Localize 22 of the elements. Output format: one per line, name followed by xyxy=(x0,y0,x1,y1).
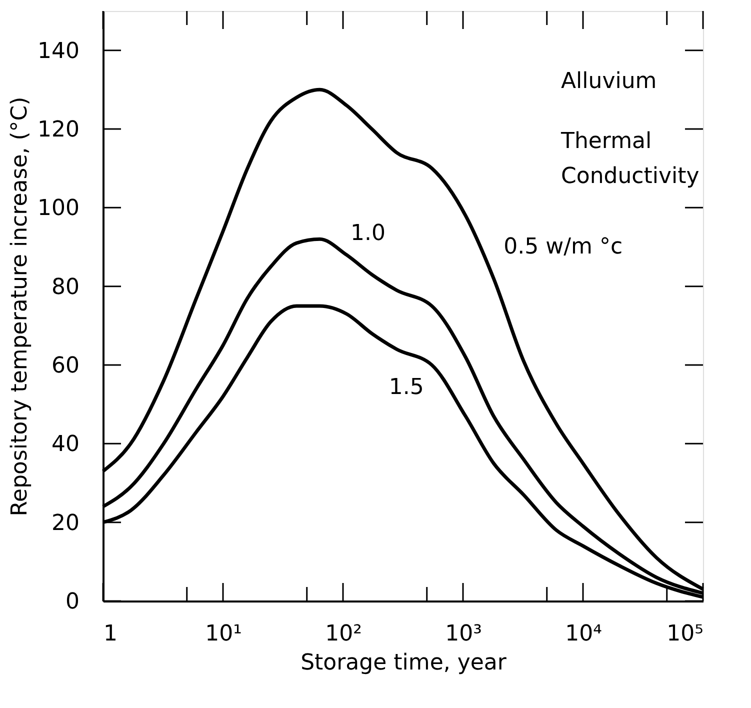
x-axis-title: Storage time, year xyxy=(300,650,508,676)
annotation: Thermal xyxy=(560,129,652,154)
y-tick-label: 0 xyxy=(66,590,80,614)
y-tick-label: 80 xyxy=(52,274,80,300)
y-axis-title: Repository temperature increase, (°C) xyxy=(8,96,33,516)
annotation: Alluvium xyxy=(561,69,657,94)
y-tick-label: 100 xyxy=(38,196,80,222)
x-tick-label: 10⁵ xyxy=(666,622,704,646)
y-tick-label: 60 xyxy=(52,354,80,378)
x-tick-label: 10³ xyxy=(445,622,482,646)
x-tick-label: 10¹ xyxy=(205,622,242,646)
y-tick-label: 140 xyxy=(38,38,80,64)
x-tick-label: 10⁴ xyxy=(565,622,602,646)
x-tick-label: 1 xyxy=(104,622,118,646)
y-tick-label: 20 xyxy=(52,510,80,536)
y-tick-label: 120 xyxy=(38,118,80,142)
series-label: 1.0 xyxy=(350,220,386,246)
y-tick-label: 40 xyxy=(52,432,80,458)
series-label: 0.5 w/m °c xyxy=(504,234,623,260)
annotation: Conductivity xyxy=(561,164,700,189)
x-tick-label: 10² xyxy=(325,622,362,646)
series-label: 1.5 xyxy=(388,375,424,400)
